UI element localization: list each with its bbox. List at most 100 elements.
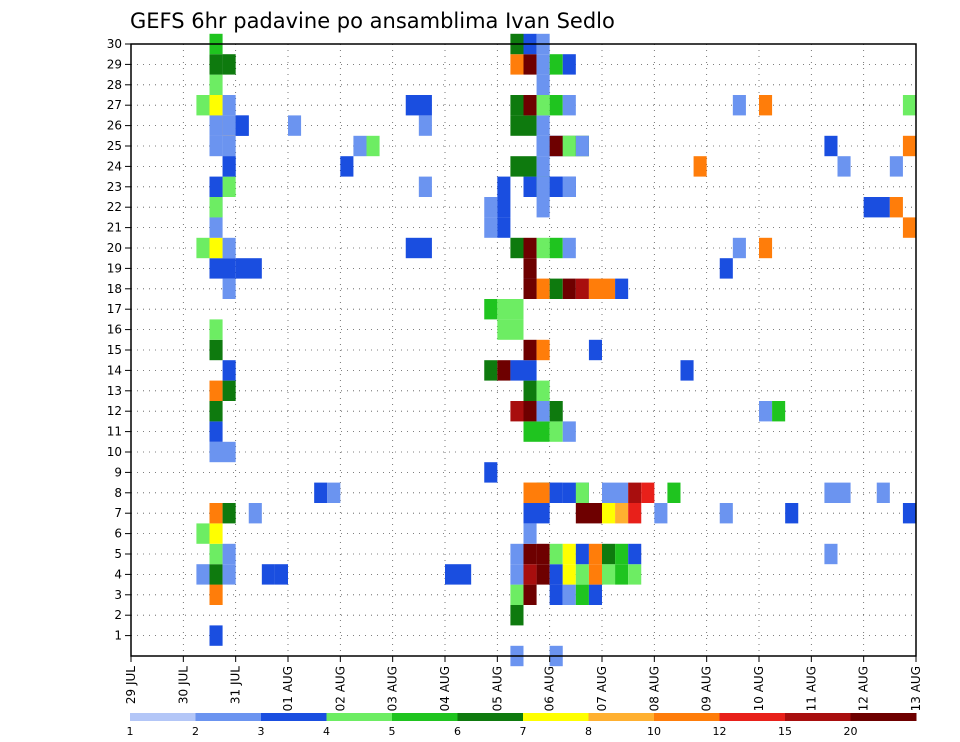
heatmap-cell	[523, 54, 537, 75]
heatmap-cell	[759, 401, 773, 422]
heatmap-cell	[536, 95, 550, 116]
heatmap-cell	[667, 482, 681, 503]
heatmap-cell	[628, 543, 642, 565]
y-tick-label: 15	[107, 343, 122, 357]
heatmap-cell	[562, 176, 576, 197]
legend-label: 15	[778, 725, 792, 738]
heatmap-cell	[314, 482, 328, 503]
heatmap-cell	[235, 115, 249, 136]
heatmap-cell	[209, 176, 223, 197]
legend-swatch	[261, 713, 327, 721]
y-tick-label: 8	[114, 486, 122, 500]
y-tick-label: 7	[114, 506, 122, 520]
heatmap-cell	[209, 115, 223, 136]
heatmap-cell	[549, 401, 563, 422]
heatmap-cell	[209, 380, 223, 401]
heatmap-cell	[575, 564, 589, 585]
heatmap-cell	[549, 421, 563, 442]
legend-label: 7	[520, 725, 527, 738]
heatmap-cell	[209, 54, 223, 75]
heatmap-cell	[536, 197, 550, 218]
x-tick-label: 06 AUG	[543, 666, 557, 711]
x-tick-label: 13 AUG	[909, 666, 923, 711]
heatmap-cell	[523, 564, 537, 585]
legend-swatch	[654, 713, 720, 721]
heatmap-cell	[562, 278, 576, 299]
heatmap-cell	[549, 135, 563, 157]
legend-swatch	[785, 713, 851, 721]
heatmap-cell	[222, 176, 236, 197]
heatmap-cell	[523, 339, 537, 361]
heatmap-cell	[902, 135, 916, 157]
heatmap-cell	[366, 135, 380, 157]
y-tick-label: 13	[107, 384, 122, 398]
heatmap-cell	[418, 176, 432, 197]
heatmap-cell	[405, 95, 432, 116]
x-tick-label: 05 AUG	[490, 666, 504, 711]
x-tick-label: 08 AUG	[647, 666, 661, 711]
heatmap-cell	[680, 360, 694, 381]
x-tick-label: 10 AUG	[752, 666, 766, 711]
y-tick-label: 27	[107, 98, 122, 112]
heatmap-cell	[575, 543, 589, 565]
legend-label: 6	[454, 725, 461, 738]
heatmap-cell	[575, 584, 589, 605]
heatmap-cell	[209, 421, 223, 442]
heatmap-cell	[209, 584, 223, 605]
heatmap-cell	[248, 503, 262, 524]
legend-label: 4	[323, 725, 330, 738]
heatmap-cell	[523, 482, 550, 503]
x-tick-label: 29 JUL	[124, 666, 138, 704]
heatmap-cell	[523, 584, 537, 605]
heatmap-cell	[327, 482, 341, 503]
heatmap-cell	[222, 54, 236, 75]
y-tick-label: 16	[107, 323, 122, 337]
heatmap-cell	[549, 482, 563, 503]
heatmap-cell	[484, 299, 498, 320]
heatmap-cell	[418, 115, 432, 136]
heatmap-cell	[510, 54, 524, 75]
heatmap-cell	[575, 278, 589, 299]
heatmap-cell	[510, 360, 537, 381]
heatmap-cell	[628, 482, 642, 503]
heatmap-cell	[510, 584, 524, 605]
y-tick-label: 2	[114, 608, 122, 622]
heatmap-cell	[824, 135, 838, 157]
y-tick-label: 4	[114, 567, 122, 581]
heatmap-cell	[536, 380, 550, 401]
x-tick-label: 12 AUG	[857, 666, 871, 711]
heatmap-cell	[641, 482, 655, 503]
heatmap-cell	[340, 156, 354, 177]
x-tick-label: 07 AUG	[595, 666, 609, 711]
legend-label: 1	[127, 725, 134, 738]
heatmap-cell	[523, 401, 537, 422]
y-tick-label: 17	[107, 302, 122, 316]
y-tick-label: 5	[114, 547, 122, 561]
heatmap-cell	[523, 278, 537, 299]
legend-swatch	[326, 713, 393, 721]
heatmap-cell	[759, 95, 773, 116]
heatmap-cell	[484, 197, 498, 218]
heatmap-cell	[222, 115, 236, 136]
heatmap-cell	[588, 584, 602, 605]
y-tick-label: 3	[114, 588, 122, 602]
heatmap-cell	[536, 74, 550, 95]
heatmap-cell	[824, 543, 838, 565]
legend-swatch	[457, 713, 524, 721]
heatmap-cell	[562, 564, 576, 585]
x-tick-label: 01 AUG	[281, 666, 295, 711]
heatmap-cell	[222, 237, 236, 259]
heatmap-cell	[562, 95, 576, 116]
heatmap-cell	[719, 258, 733, 279]
legend: 1 2 3 4 5 6 7 8 10 12 15 20	[127, 713, 917, 738]
heatmap-cell	[288, 115, 302, 136]
x-tick-label: 31 JUL	[229, 666, 243, 704]
heatmap-cell	[209, 319, 223, 340]
heatmap-cell	[549, 584, 563, 605]
heatmap-cell	[902, 217, 916, 238]
heatmap-cell	[209, 135, 223, 157]
heatmap-cell	[562, 54, 576, 75]
heatmap-cell	[615, 543, 629, 565]
heatmap-cell	[628, 564, 642, 585]
y-tick-label: 21	[107, 221, 122, 235]
